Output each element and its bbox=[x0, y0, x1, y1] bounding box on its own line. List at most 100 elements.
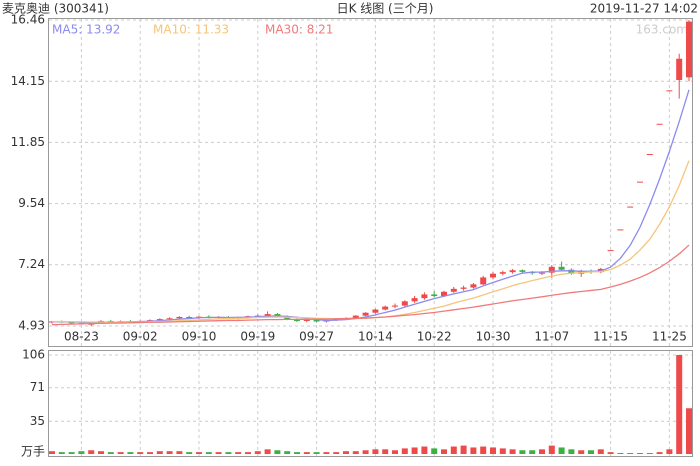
volume-bar bbox=[637, 453, 643, 454]
ma-line bbox=[51, 244, 690, 326]
candle-body bbox=[568, 269, 575, 274]
candle-body bbox=[156, 319, 163, 321]
candle-body bbox=[68, 322, 75, 324]
candle-body bbox=[186, 316, 193, 318]
x-tick-label: 11-25 bbox=[652, 330, 687, 344]
volume-bar bbox=[617, 453, 624, 454]
candle-body bbox=[352, 315, 359, 319]
volume-bar bbox=[333, 452, 340, 454]
candle-body bbox=[421, 294, 428, 299]
volume-bar bbox=[646, 453, 653, 454]
volume-bar bbox=[147, 452, 153, 454]
volume-bar bbox=[303, 452, 310, 454]
volume-bar bbox=[392, 450, 398, 454]
volume-bar bbox=[294, 452, 300, 454]
volume-bar bbox=[519, 450, 526, 454]
volume-bar bbox=[352, 451, 359, 454]
volume-bar bbox=[431, 448, 438, 454]
volume-bar bbox=[676, 355, 683, 454]
volume-bar bbox=[254, 451, 261, 454]
volume-bar bbox=[627, 453, 634, 454]
volume-bar bbox=[607, 452, 614, 454]
candle-body bbox=[166, 318, 173, 320]
volume-bar bbox=[490, 447, 496, 454]
candle-body bbox=[382, 306, 389, 310]
volume-bar bbox=[107, 452, 114, 454]
ma-line bbox=[52, 160, 690, 323]
volume-bar bbox=[205, 452, 212, 454]
volume-bar bbox=[186, 452, 193, 454]
candle-body bbox=[450, 288, 457, 292]
candle-body bbox=[637, 181, 643, 183]
x-tick-label: 09-19 bbox=[240, 330, 275, 344]
volume-bar bbox=[558, 447, 565, 454]
candle-body bbox=[313, 319, 320, 322]
volume-bar bbox=[499, 448, 506, 454]
y-tick-label: 14.15 bbox=[11, 74, 45, 88]
volume-bar bbox=[225, 452, 232, 454]
candle-body bbox=[519, 270, 526, 272]
x-tick-label: 11-07 bbox=[534, 330, 569, 344]
candle-body bbox=[431, 294, 438, 297]
x-tick-label: 10-30 bbox=[476, 330, 511, 344]
volume-bar bbox=[88, 450, 95, 454]
volume-bar bbox=[264, 449, 271, 454]
y-tick-label: 71 bbox=[30, 380, 45, 394]
x-tick-label: 11-15 bbox=[593, 330, 628, 344]
candle-body bbox=[676, 58, 683, 80]
volume-bar bbox=[156, 451, 163, 454]
candle-body bbox=[558, 266, 565, 270]
volume-panel bbox=[48, 350, 693, 457]
volume-bar bbox=[470, 447, 477, 454]
candle-body bbox=[401, 301, 408, 306]
candle-body bbox=[284, 316, 291, 320]
y-tick-label: 16.46 bbox=[11, 13, 45, 27]
candle-body bbox=[480, 277, 487, 285]
volume-bar bbox=[480, 446, 487, 454]
candle-body bbox=[548, 266, 555, 273]
volume-bar bbox=[78, 451, 85, 454]
y-axis-label: 万手 bbox=[21, 445, 45, 459]
volume-bar bbox=[235, 452, 242, 454]
x-tick-label: 09-02 bbox=[123, 330, 158, 344]
volume-bar bbox=[372, 449, 379, 454]
candle-body bbox=[176, 316, 183, 319]
candle-body bbox=[499, 272, 506, 274]
volume-bar bbox=[411, 447, 418, 454]
volume-bar bbox=[568, 449, 575, 454]
volume-bar bbox=[323, 452, 330, 454]
x-tick-label: 10-14 bbox=[358, 330, 393, 344]
volume-bar bbox=[441, 449, 447, 454]
candle-body bbox=[470, 284, 477, 288]
candle-body bbox=[392, 305, 398, 307]
volume-bar bbox=[343, 451, 349, 454]
volume-bar bbox=[666, 449, 673, 454]
candle-body bbox=[617, 229, 624, 231]
y-tick-label: 35 bbox=[30, 414, 45, 428]
volume-bar bbox=[196, 452, 202, 454]
candle-body bbox=[294, 319, 300, 321]
legend-entry: MA10: 11.33 bbox=[153, 23, 229, 37]
volume-bar bbox=[421, 446, 428, 454]
volume-bar bbox=[313, 452, 320, 454]
candle-body bbox=[303, 319, 310, 321]
candle-body bbox=[441, 291, 447, 297]
volume-bar bbox=[284, 451, 291, 454]
volume-bar bbox=[117, 452, 124, 454]
volume-bar bbox=[58, 452, 65, 454]
x-tick-label: 09-27 bbox=[299, 330, 334, 344]
candle-body bbox=[656, 123, 663, 125]
volume-bar bbox=[578, 450, 585, 454]
candle-body bbox=[274, 314, 281, 317]
price-panel bbox=[48, 18, 693, 347]
volume-bar bbox=[49, 451, 55, 454]
volume-bar bbox=[686, 408, 692, 454]
volume-bar bbox=[509, 449, 516, 454]
volume-bar bbox=[362, 450, 369, 454]
volume-bar bbox=[68, 452, 75, 454]
candle-body bbox=[666, 90, 673, 92]
volume-bar bbox=[245, 452, 251, 454]
volume-bar bbox=[274, 450, 281, 454]
candle-body bbox=[264, 314, 271, 316]
